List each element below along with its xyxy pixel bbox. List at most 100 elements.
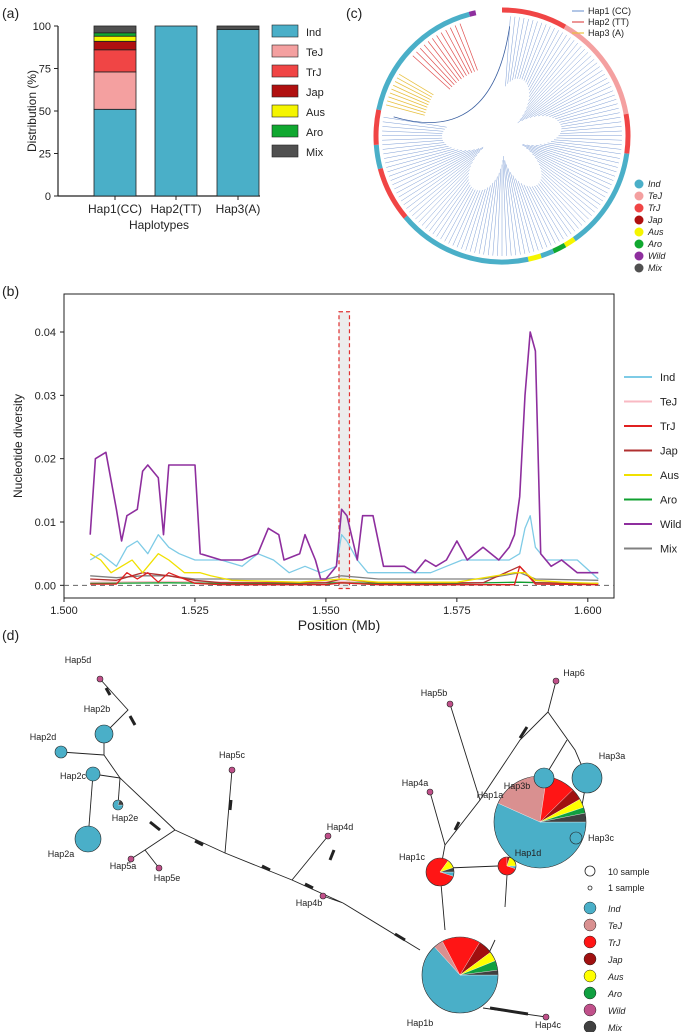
network-legend-label-mix: Mix [608,1023,622,1032]
node-label-hap1a: Hap1a [477,790,504,800]
y-tick-label: 0.03 [35,390,56,402]
y-tick-label: 100 [33,21,51,33]
series-line-wild [89,331,599,580]
network-edge [447,865,499,869]
network-edge [103,734,176,831]
pie-outline [425,857,455,887]
group-legend-label-aus: Aus [647,227,664,237]
pie-outline [421,936,499,1014]
group-legend-label-tej: TeJ [648,191,663,201]
group-legend-label-wild: Wild [648,251,666,261]
bar-segment-trj [93,49,137,73]
legend-label-jap: Jap [306,87,324,99]
mutation-mark [228,799,233,811]
mutation-mark [489,1006,529,1016]
legend-label-aro: Aro [660,495,677,507]
tree-ring-segment-ind [373,144,383,170]
legend-label-aro: Aro [306,127,323,139]
node-label-hap3c: Hap3c [588,833,615,843]
node-label-hap1d: Hap1d [515,848,542,858]
node-label-hap5d: Hap5d [65,655,92,665]
y-axis-title: Nucleotide diversity [11,394,25,498]
tree-ring-segment-trj [623,113,631,154]
network-legend-label-trj: TrJ [608,938,621,948]
network-legend-dot-trj [583,935,597,949]
y-tick-label: 0.00 [35,580,56,592]
network-legend-label-ind: Ind [608,904,622,914]
node-label-hap5c: Hap5c [219,750,246,760]
x-tick-label: 1.525 [181,605,209,617]
size-legend-large-label: 10 sample [608,867,650,877]
size-legend-small-label: 1 sample [608,883,645,893]
bar-segment-aus [93,35,137,42]
mutation-mark [328,849,336,861]
group-legend-dot-wild [634,251,644,261]
pie-slice-wild [96,675,104,683]
panel-label-a: (a) [2,5,19,21]
x-axis-title: Position (Mb) [298,617,380,633]
pie-slice-wild [155,864,163,872]
group-legend-label-aro: Aro [647,239,662,249]
mutation-mark [394,932,406,942]
legend-label-trj: TrJ [660,421,675,433]
network-legend-dot-aro [583,986,597,1000]
network-legend-dot-jap [583,952,597,966]
pie-slice-ind [569,831,583,845]
node-label-hap3a: Hap3a [599,751,626,761]
x-tick-label: 1.550 [312,605,340,617]
group-legend-dot-trj [634,203,644,213]
pie-slice-wild [319,892,327,900]
x-axis-title: Haplotypes [129,218,189,232]
mutation-mark [149,820,161,832]
panel-label-b: (b) [2,283,19,299]
nucleotide-diversity-chart: 0.00 0.01 0.02 0.03 0.04 1.500 1.525 1.550 1.575… [11,293,681,633]
plot-frame [63,293,615,599]
tree-ring-segment-wild [468,10,477,17]
tree-backbone [393,26,511,123]
legend-label-mix: Mix [306,147,324,159]
bar-segment-mix [93,25,137,34]
mutation-mark [453,821,461,831]
mutation-mark [104,687,112,696]
bar-segment-ind [93,108,137,197]
node-label-hap1c: Hap1c [399,852,426,862]
mutation-mark [304,882,314,890]
phylogenetic-tree: Hap1 (CC)Hap2 (TT)Hap3 (A) Ind TeJ TrJ Jap Au… [373,6,666,273]
tree-ring-segment-ind [403,215,529,265]
pie-slice-wild [127,855,135,863]
tree-ring-segment-trj [501,7,567,30]
group-legend-label-trj: TrJ [648,203,661,213]
node-label-hap2e: Hap2e [112,813,139,823]
legend-label-ind: Ind [306,27,321,39]
pie-slice-ind [85,766,101,782]
network-legend-dot-aus [583,969,597,983]
node-label-hap5a: Hap5a [110,861,137,871]
legend-label-jap: Jap [660,446,678,458]
network-legend-label-aus: Aus [607,972,624,982]
node-label-hap4a: Hap4a [402,778,429,788]
node-label-hap6: Hap6 [563,668,585,678]
pie-slice-wild [426,788,434,796]
mutation-mark [261,864,271,872]
network-edge [444,703,481,846]
haplotype-network: Hap1a Hap1b Hap1c Hap1d Hap2a Hap2b Hap2c Hap2d… [30,655,650,1032]
network-legend-dot-ind [583,901,597,915]
legend-swatch-jap [271,84,299,98]
network-legend-label-jap: Jap [607,955,623,965]
group-legend-label-mix: Mix [648,263,662,273]
node-label-hap4c: Hap4c [535,1020,562,1030]
y-axis-title: Distribution (%) [25,70,39,152]
bar-segment-ind [154,25,198,197]
network-edge [174,769,233,854]
legend-label-wild: Wild [660,519,681,531]
legend-label-trj: TrJ [306,67,321,79]
pie-outline [112,799,124,811]
tree-ring-segment-tej [563,24,629,115]
pie-slice-ind [533,767,555,789]
mutation-mark [518,726,529,739]
y-tick-label: 0.01 [35,517,56,529]
bar-segment-aro [93,32,137,37]
network-edge [130,829,176,860]
branch-legend-label: Hap1 (CC) [588,6,631,16]
